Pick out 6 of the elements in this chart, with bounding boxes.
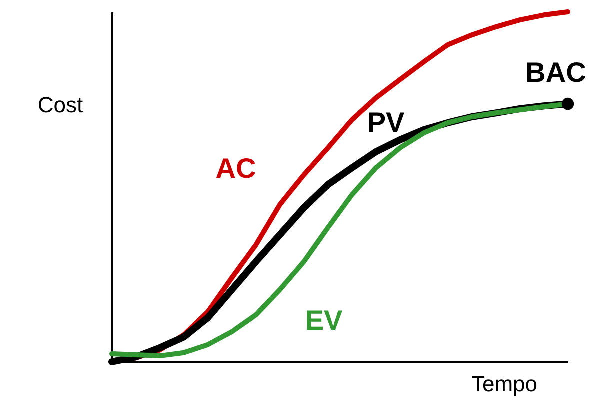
y-axis-title: Cost: [38, 92, 84, 118]
annotation: BAC: [526, 57, 586, 88]
x-axis-title: Tempo: [471, 372, 538, 396]
series-label: EV: [305, 304, 343, 336]
series-label: AC: [216, 153, 256, 184]
series-label: PV: [367, 107, 405, 138]
